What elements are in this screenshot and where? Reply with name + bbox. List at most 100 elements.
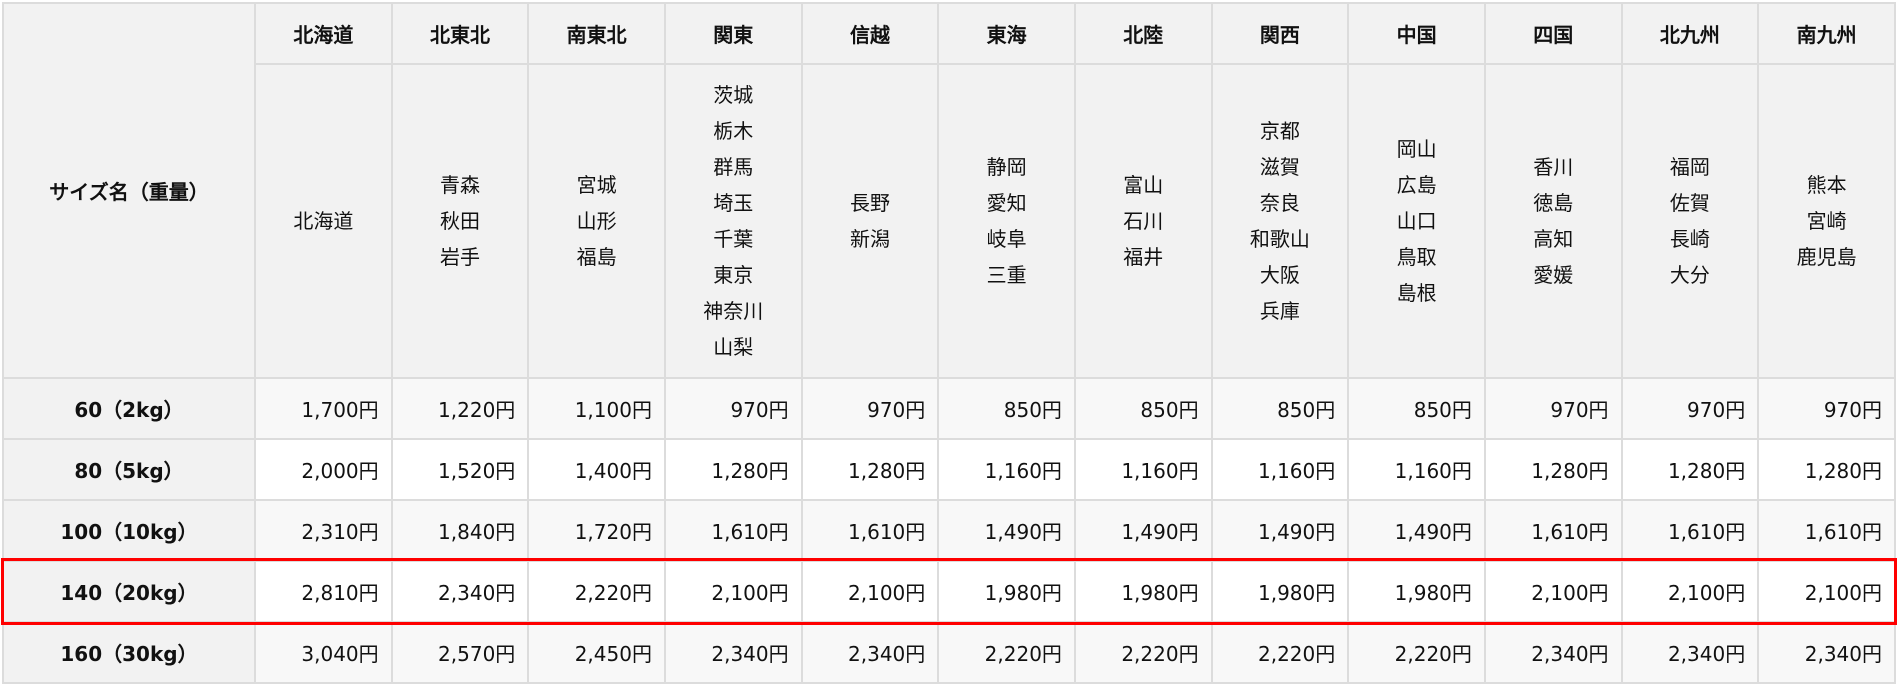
prefecture-name: 滋賀 <box>1259 155 1300 179</box>
price-cell: 1,610円 <box>800 499 940 562</box>
region-header: 北東北 <box>390 2 530 65</box>
price-cell: 1,160円 <box>1073 438 1213 501</box>
prefecture-name: 埼玉 <box>713 191 754 215</box>
price-cell: 850円 <box>1210 377 1350 440</box>
prefecture-name: 愛知 <box>986 191 1027 215</box>
prefecture-name: 福井 <box>1123 245 1164 269</box>
price-cell: 970円 <box>663 377 803 440</box>
price-cell: 850円 <box>1073 377 1213 440</box>
price-cell: 1,840円 <box>390 499 530 562</box>
prefecture-name: 香川 <box>1533 155 1574 179</box>
table-row: 160（30kg） 3,040円 2,570円 2,450円 2,340円 2,340円 2… <box>2 621 1896 684</box>
region-header: 北陸 <box>1073 2 1213 65</box>
price-cell: 1,160円 <box>937 438 1076 501</box>
price-cell: 1,610円 <box>1483 499 1623 562</box>
table-row: 60（2kg） 1,700円 1,220円 1,100円 970円 970円 850円 850… <box>2 377 1896 440</box>
prefecture-name: 石川 <box>1123 209 1164 233</box>
prefecture-name: 大分 <box>1669 263 1710 287</box>
prefecture-name: 秋田 <box>439 209 480 233</box>
price-cell: 1,490円 <box>1210 499 1350 562</box>
price-cell: 2,340円 <box>1757 621 1896 684</box>
prefecture-name: 宮城 <box>576 173 617 197</box>
price-cell: 970円 <box>1757 377 1896 440</box>
prefecture-name: 岐阜 <box>986 227 1027 251</box>
price-cell: 1,490円 <box>1073 499 1213 562</box>
size-label: 100（10kg） <box>2 499 256 562</box>
prefecture-list: 長野 新潟 <box>800 63 940 379</box>
price-cell: 2,220円 <box>1073 621 1213 684</box>
price-cell: 2,220円 <box>1347 621 1486 684</box>
prefecture-list: 茨城 栃木 群馬 埼玉 千葉 東京 神奈川 山梨 <box>663 63 803 379</box>
prefecture-name: 群馬 <box>713 155 754 179</box>
prefecture-name: 京都 <box>1259 119 1300 143</box>
prefecture-name: 東京 <box>713 263 754 287</box>
prefecture-name: 和歌山 <box>1249 227 1310 251</box>
price-cell: 1,280円 <box>1757 438 1896 501</box>
price-cell: 1,280円 <box>663 438 803 501</box>
price-cell: 1,980円 <box>1073 560 1213 623</box>
prefecture-name: 兵庫 <box>1259 299 1300 323</box>
prefecture-list: 富山 石川 福井 <box>1073 63 1213 379</box>
price-cell: 1,720円 <box>527 499 666 562</box>
prefecture-name: 山口 <box>1396 209 1437 233</box>
prefecture-name: 熊本 <box>1806 173 1847 197</box>
prefecture-list: 京都 滋賀 奈良 和歌山 大阪 兵庫 <box>1210 63 1350 379</box>
price-cell: 1,400円 <box>527 438 666 501</box>
prefecture-name: 島根 <box>1396 281 1437 305</box>
price-cell: 2,310円 <box>254 499 393 562</box>
prefecture-name: 山梨 <box>713 335 754 359</box>
prefecture-name: 岩手 <box>439 245 480 269</box>
price-cell: 2,340円 <box>390 560 530 623</box>
price-cell: 3,040円 <box>254 621 393 684</box>
table-row: 80（5kg） 2,000円 1,520円 1,400円 1,280円 1,280円 1,1… <box>2 438 1896 501</box>
price-cell: 1,280円 <box>1483 438 1623 501</box>
price-cell: 1,160円 <box>1347 438 1486 501</box>
price-cell: 2,100円 <box>663 560 803 623</box>
size-label: 80（5kg） <box>2 438 256 501</box>
prefecture-name: 岡山 <box>1396 137 1437 161</box>
prefecture-name: 宮崎 <box>1806 209 1847 233</box>
price-cell: 1,490円 <box>937 499 1076 562</box>
prefecture-list: 北海道 <box>254 63 393 379</box>
price-cell: 2,220円 <box>527 560 666 623</box>
price-cell: 1,980円 <box>937 560 1076 623</box>
prefecture-name: 富山 <box>1123 173 1164 197</box>
prefecture-name: 神奈川 <box>703 299 764 323</box>
prefecture-name: 徳島 <box>1533 191 1574 215</box>
prefecture-name: 奈良 <box>1259 191 1300 215</box>
prefecture-name: 長野 <box>849 191 890 215</box>
price-cell: 1,280円 <box>1620 438 1760 501</box>
prefecture-name: 鳥取 <box>1396 245 1437 269</box>
prefecture-name: 北海道 <box>293 209 354 233</box>
prefecture-name: 茨城 <box>713 83 754 107</box>
size-label: 60（2kg） <box>2 377 256 440</box>
prefecture-name: 愛媛 <box>1533 263 1574 287</box>
price-cell: 1,520円 <box>390 438 530 501</box>
price-cell: 1,980円 <box>1210 560 1350 623</box>
prefecture-name: 福岡 <box>1669 155 1710 179</box>
region-header: 信越 <box>800 2 940 65</box>
price-cell: 2,220円 <box>1210 621 1350 684</box>
region-header: 北海道 <box>254 2 393 65</box>
prefecture-name: 佐賀 <box>1669 191 1710 215</box>
price-cell: 2,100円 <box>800 560 940 623</box>
prefecture-list: 福岡 佐賀 長崎 大分 <box>1620 63 1760 379</box>
table-row: 100（10kg） 2,310円 1,840円 1,720円 1,610円 1,610円 1… <box>2 499 1896 562</box>
size-column-header: サイズ名（重量） <box>2 2 256 379</box>
price-cell: 2,450円 <box>527 621 666 684</box>
region-header: 北九州 <box>1620 2 1760 65</box>
price-cell: 2,340円 <box>800 621 940 684</box>
prefecture-name: 福島 <box>576 245 617 269</box>
price-cell: 970円 <box>800 377 940 440</box>
price-cell: 1,100円 <box>527 377 666 440</box>
price-cell: 850円 <box>937 377 1076 440</box>
price-cell: 1,610円 <box>1620 499 1760 562</box>
price-cell: 1,610円 <box>1757 499 1896 562</box>
prefecture-name: 山形 <box>576 209 617 233</box>
size-label: 160（30kg） <box>2 621 256 684</box>
price-cell: 1,280円 <box>800 438 940 501</box>
region-header: 中国 <box>1347 2 1486 65</box>
price-cell: 1,490円 <box>1347 499 1486 562</box>
prefecture-list: 宮城 山形 福島 <box>527 63 666 379</box>
region-header-row: サイズ名（重量） 北海道 北東北 南東北 関東 信越 東海 北陸 関西 中国 四国 北九州 南九州 <box>2 2 1896 379</box>
